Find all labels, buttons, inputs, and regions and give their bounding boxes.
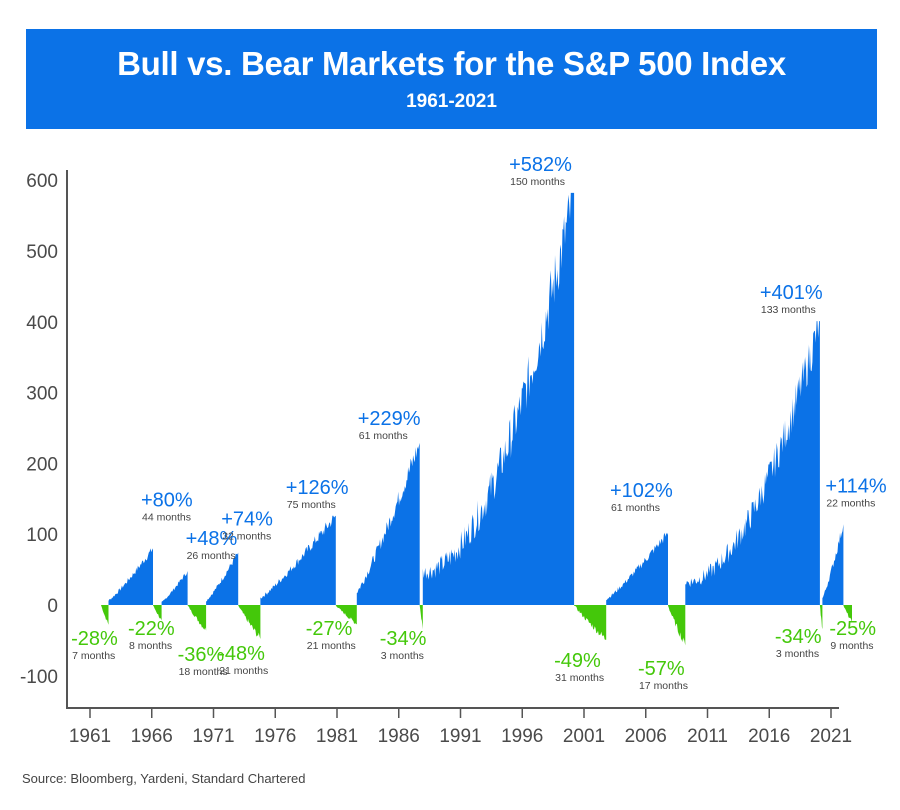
bear-loss-label: -34% bbox=[775, 626, 822, 648]
bear-market-area bbox=[419, 605, 423, 630]
bull-market-area bbox=[206, 552, 239, 605]
bull-gain-label: +48% bbox=[186, 528, 238, 550]
bull-market-area bbox=[161, 571, 188, 605]
bear-market-area bbox=[238, 605, 261, 639]
y-tick-label: 400 bbox=[26, 313, 58, 334]
bull-market-area bbox=[685, 321, 820, 605]
duration-label: 61 months bbox=[359, 430, 408, 442]
duration-label: 44 months bbox=[142, 511, 191, 523]
duration-label: 22 months bbox=[826, 497, 875, 509]
duration-label: 32 months bbox=[222, 531, 271, 543]
x-tick-label: 1961 bbox=[69, 726, 111, 747]
x-tick-label: 1996 bbox=[501, 726, 543, 747]
bull-market-area bbox=[422, 192, 575, 605]
y-tick-label: -100 bbox=[20, 667, 58, 688]
bear-market-area bbox=[335, 605, 357, 625]
y-tick-label: 500 bbox=[26, 242, 58, 263]
x-tick-label: 2021 bbox=[810, 726, 852, 747]
duration-label: 3 months bbox=[776, 648, 819, 660]
bull-market-area bbox=[260, 515, 336, 605]
duration-label: 26 months bbox=[187, 550, 236, 562]
duration-label: 75 months bbox=[287, 499, 336, 511]
duration-label: 133 months bbox=[761, 304, 816, 316]
bear-market-area bbox=[574, 605, 607, 640]
bull-gain-label: +582% bbox=[509, 154, 572, 176]
bull-gain-label: +102% bbox=[610, 480, 673, 502]
duration-label: 8 months bbox=[129, 640, 172, 652]
bear-market-area bbox=[101, 605, 109, 625]
bear-loss-label: -36% bbox=[178, 644, 225, 666]
duration-label: 9 months bbox=[830, 640, 873, 652]
annotations: -28%7 months +80%44 months -22%8 months +48… bbox=[71, 154, 887, 692]
bear-market-area bbox=[187, 605, 207, 631]
duration-label: 21 months bbox=[307, 640, 356, 652]
y-tick-label: 600 bbox=[26, 171, 58, 192]
bull-market-area bbox=[108, 548, 153, 605]
source-note: Source: Bloomberg, Yardeni, Standard Cha… bbox=[22, 771, 306, 786]
x-axis-ticks: 1961 1966 1971 1976 1981 1986 1991 1996 2001 2006… bbox=[69, 708, 852, 747]
duration-label: 61 months bbox=[611, 502, 660, 514]
chart-title: Bull vs. Bear Markets for the S&P 500 In… bbox=[117, 45, 786, 82]
bear-market-area bbox=[153, 605, 162, 621]
x-tick-label: 2011 bbox=[687, 726, 728, 747]
bear-loss-label: -34% bbox=[380, 628, 427, 650]
chart-subtitle: 1961-2021 bbox=[406, 91, 497, 112]
x-tick-label: 1981 bbox=[316, 726, 358, 747]
bear-market-area bbox=[668, 605, 686, 646]
y-tick-label: 300 bbox=[26, 384, 58, 405]
y-tick-label: 0 bbox=[47, 596, 58, 617]
bear-loss-label: -25% bbox=[829, 618, 876, 640]
bear-loss-label: -28% bbox=[71, 628, 118, 650]
x-tick-label: 2001 bbox=[563, 726, 605, 747]
bear-loss-label: -49% bbox=[554, 650, 601, 672]
duration-label: 21 months bbox=[219, 665, 268, 677]
area-marks bbox=[101, 192, 852, 646]
y-tick-label: 100 bbox=[26, 525, 58, 546]
y-tick-label: 200 bbox=[26, 454, 58, 475]
bull-gain-label: +401% bbox=[760, 282, 823, 304]
duration-label: 150 months bbox=[510, 176, 565, 188]
duration-label: 7 months bbox=[72, 650, 115, 662]
x-tick-label: 2006 bbox=[625, 726, 667, 747]
bull-market-area bbox=[822, 524, 844, 605]
duration-label: 31 months bbox=[555, 672, 604, 684]
x-tick-label: 2016 bbox=[748, 726, 790, 747]
duration-label: 17 months bbox=[639, 680, 688, 692]
x-tick-label: 1971 bbox=[192, 726, 234, 747]
bull-gain-label: +74% bbox=[221, 509, 273, 531]
bear-market-area bbox=[819, 605, 823, 630]
bull-market-area bbox=[356, 442, 420, 605]
bear-loss-label: -57% bbox=[638, 658, 685, 680]
bull-gain-label: +126% bbox=[286, 477, 349, 499]
x-tick-label: 1966 bbox=[131, 726, 173, 747]
title-banner: Bull vs. Bear Markets for the S&P 500 In… bbox=[26, 29, 877, 129]
bear-loss-label: -48% bbox=[218, 643, 265, 665]
x-tick-label: 1986 bbox=[378, 726, 420, 747]
bear-market-area bbox=[843, 605, 852, 623]
duration-label: 18 months bbox=[179, 666, 228, 678]
y-axis-ticks: 600 500 400 300 200 100 0 -100 bbox=[20, 171, 58, 688]
x-tick-label: 1991 bbox=[439, 726, 481, 747]
bull-gain-label: +80% bbox=[141, 489, 193, 511]
x-tick-label: 1976 bbox=[254, 726, 296, 747]
bear-loss-label: -22% bbox=[128, 618, 175, 640]
bull-gain-label: +229% bbox=[358, 408, 421, 430]
bull-gain-label: +114% bbox=[825, 475, 887, 497]
bull-market-area bbox=[606, 532, 668, 605]
bear-loss-label: -27% bbox=[306, 618, 353, 640]
duration-label: 3 months bbox=[381, 650, 424, 662]
